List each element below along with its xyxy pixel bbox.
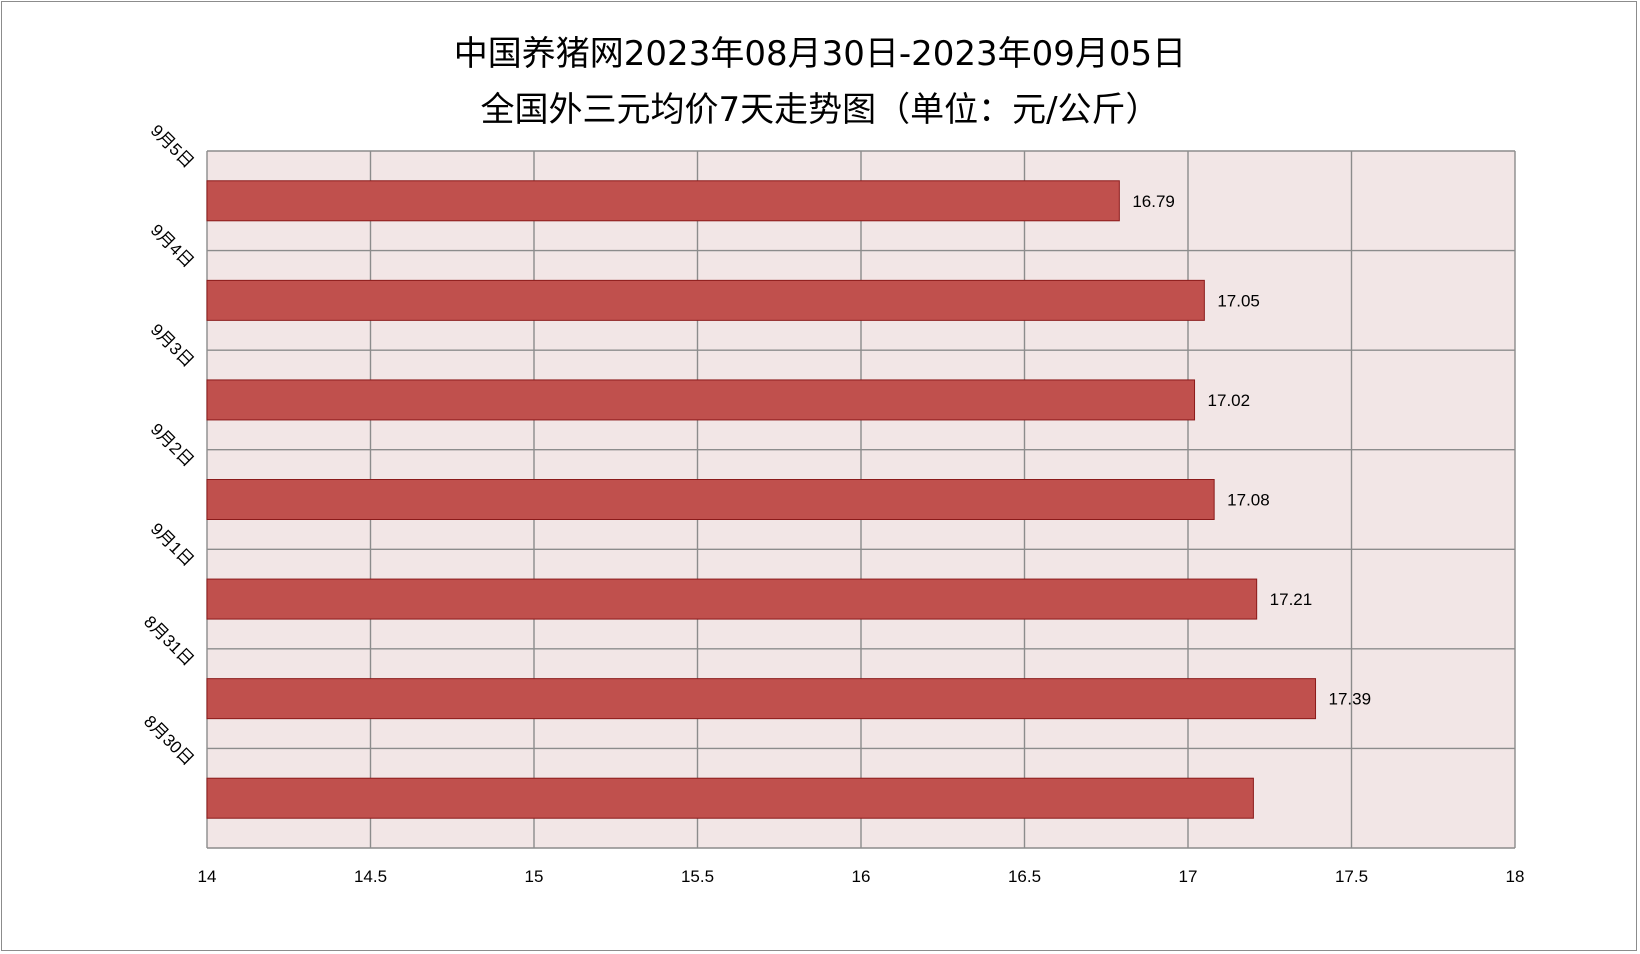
x-tick-label: 14.5	[354, 867, 387, 886]
y-tick-label: 9月2日	[147, 420, 198, 471]
x-tick-label: 18	[1506, 867, 1525, 886]
x-tick-label: 16.5	[1008, 867, 1041, 886]
data-label: 17.02	[1208, 391, 1251, 410]
bar	[206, 479, 1215, 520]
chart-title: 中国养猪网2023年08月30日-2023年09月05日 全国外三元均价7天走势…	[0, 26, 1640, 138]
chart-title-line-1: 中国养猪网2023年08月30日-2023年09月05日	[453, 34, 1187, 74]
bar	[206, 578, 1258, 620]
data-label: 17.08	[1227, 491, 1270, 510]
data-label: 17.39	[1329, 690, 1372, 709]
y-tick-label: 9月5日	[147, 121, 198, 172]
x-tick-label: 15.5	[681, 867, 714, 886]
y-tick-label: 9月3日	[147, 320, 198, 371]
x-tick-label: 17	[1179, 867, 1198, 886]
y-tick-label: 9月4日	[147, 221, 198, 272]
data-label: 16.79	[1132, 192, 1175, 211]
x-tick-label: 14	[198, 867, 217, 886]
bar	[206, 180, 1120, 222]
data-label: 17.21	[1270, 590, 1313, 609]
x-tick-label: 15	[525, 867, 544, 886]
bar	[206, 379, 1196, 421]
x-tick-label: 16	[852, 867, 871, 886]
y-tick-label: 8月31日	[140, 612, 198, 670]
bar	[206, 279, 1205, 321]
y-tick-label: 9月1日	[147, 519, 198, 570]
bar	[206, 777, 1254, 819]
x-tick-label: 17.5	[1335, 867, 1368, 886]
data-label: 17.05	[1217, 291, 1260, 310]
bar	[206, 678, 1317, 720]
y-tick-label: 8月30日	[140, 712, 198, 770]
chart-title-line-2: 全国外三元均价7天走势图（单位：元/公斤）	[480, 90, 1160, 130]
